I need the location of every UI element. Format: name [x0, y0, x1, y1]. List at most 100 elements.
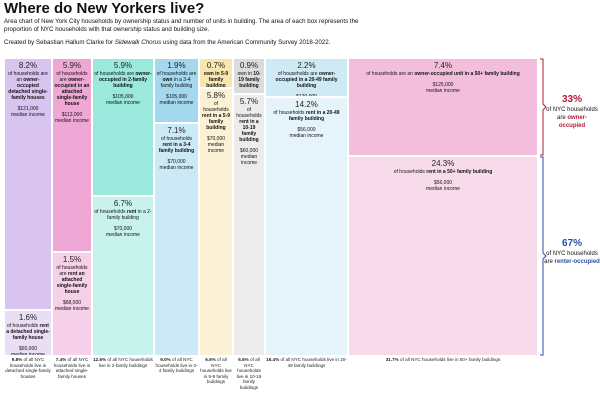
box-col6-renter-pct: 5.7%	[239, 97, 259, 106]
box-col1-owner: 8.2% of households are an owner-occupied …	[4, 58, 52, 310]
box-col4-owner-desc-pre: of households are	[156, 71, 197, 77]
box-col2-owner: 5.9% of households are owner-occupied in …	[52, 58, 92, 252]
box-col4-owner-income-value: $105,000	[166, 94, 187, 100]
box-col7-owner-pct: 2.2%	[297, 61, 316, 70]
box-col3-renter: 6.7% of households rent in a 2-family bui…	[92, 196, 154, 356]
box-col7-renter-description: of households rent in a 20-49 family bui…	[267, 110, 346, 122]
box-col8-renter-desc-strong: rent in a 50+ family building	[426, 169, 493, 175]
box-col6-renter-income: $60,000 median income	[235, 148, 263, 166]
footer-col8: 31.7% of all NYC households live in 50+ …	[349, 357, 537, 363]
footer-col3-pct: 12.6%	[93, 357, 107, 362]
box-col4-renter-income-value: $70,000	[167, 159, 186, 165]
box-col5-renter-label: 5.8% of households rent in a 5-9 family b…	[200, 89, 232, 154]
owner-summary-line2: are owner-occupied	[544, 114, 600, 130]
box-col3-owner-income-value: $105,000	[112, 94, 134, 100]
credit-prefix: Created by Sebastian Hallum Clarke for	[4, 39, 115, 46]
box-col8-owner-income: $125,000 median income	[350, 82, 536, 94]
box-col5-renter-pct: 5.8%	[206, 91, 226, 100]
box-col7-renter-pct: 14.2%	[295, 100, 318, 109]
box-col5-renter-description: of households rent in a 5-9 family build…	[201, 101, 231, 131]
box-col3-renter-description: of households rent in a 2-family buildin…	[94, 209, 152, 221]
box-col4-owner-description: of households are own in a 3-4 family bu…	[156, 71, 197, 89]
box-col3-owner-label: 5.9% of households are owner-occupied in …	[93, 59, 153, 106]
box-col2-renter-pct: 1.5%	[62, 255, 82, 264]
box-col3-renter-income-label: median income	[106, 232, 140, 238]
box-col7-renter-label: 14.2% of households rent in a 20-49 famil…	[266, 98, 347, 139]
box-col2-owner-description: of households are owner-occupied in an a…	[54, 71, 90, 107]
owner-summary-pct: 33%	[561, 94, 582, 105]
box-col8-renter-description: of households rent in a 50+ family build…	[350, 169, 536, 175]
owner-summary-strong: owner-occupied	[558, 115, 587, 129]
box-col4-owner-income: $105,000 median income	[156, 94, 197, 106]
box-col6-owner: 0.9% own in 10-19 family building	[233, 58, 265, 94]
box-col2-renter-desc-pre: of households are	[56, 265, 88, 277]
renter-summary-pct: 67%	[561, 238, 582, 249]
box-col7-renter-income-value: $56,000	[297, 127, 316, 133]
box-col4-renter-desc-strong: rent in a 3-4 family building	[158, 142, 195, 154]
footer-col6: 6.6% of all NYC households live in 10-19…	[234, 357, 264, 391]
box-col2-owner-desc-strong: owner-occupied in an attached single-fam…	[54, 77, 90, 107]
box-col1-renter-desc-strong: rent a detached single-family house	[6, 323, 50, 341]
box-col7-owner: 2.2% of households are owner-occupied in …	[265, 58, 348, 97]
box-col8-owner-income-label: median income	[426, 88, 460, 94]
box-col8-owner-desc-pre: of households are an	[366, 71, 415, 77]
footer-col8-text: of all NYC households live in 50+ family…	[398, 357, 501, 362]
box-col3-owner-pct: 5.9%	[113, 61, 133, 70]
footer-col5-pct: 6.6%	[205, 357, 216, 362]
box-col5-owner: 0.7% own in 5-9 family building	[199, 58, 233, 88]
box-col7-renter-desc-pre: of households	[273, 110, 306, 116]
box-col8-owner-income-value: $125,000	[432, 82, 454, 88]
box-col8-renter-desc-pre: of households	[393, 169, 427, 175]
chart-title: Where do New Yorkers live?	[4, 0, 205, 17]
box-col7-owner-description: of households are owner-occupied in a 20…	[267, 71, 346, 89]
box-col4-owner: 1.9% of households are own in a 3-4 famil…	[154, 58, 199, 123]
box-col2-renter: 1.5% of households are rent an attached s…	[52, 252, 92, 356]
box-col6-renter-desc-strong: rent in a 10-19 family building	[239, 119, 259, 143]
box-col1-renter-pct: 1.6%	[18, 313, 38, 322]
footer-col2-text: of all NYC households live in attached s…	[53, 357, 91, 379]
footer-col1-pct: 9.8%	[11, 357, 23, 362]
renter-summary-strong: renter-occupied	[554, 259, 600, 265]
box-col6-owner-description: own in 10-19 family building	[235, 71, 263, 89]
box-col6-renter-income-value: $60,000	[239, 148, 259, 154]
box-col2-renter-income-value: $68,000	[62, 300, 82, 306]
footer-col7: 16.4% of all NYC households live in 20-4…	[266, 357, 347, 368]
footer-col4-text: of all NYC households live in 3-4 family…	[155, 357, 198, 374]
box-col3-renter-desc-post: in a 2-family building	[107, 209, 152, 221]
box-col2-renter-income: $68,000 median income	[54, 300, 90, 312]
box-col3-renter-pct: 6.7%	[113, 199, 133, 208]
footer-col6-pct: 6.6%	[238, 357, 249, 362]
footer-col6-text: of all NYC households live in 10-19 fami…	[236, 357, 262, 390]
box-col5-renter: 5.8% of households rent in a 5-9 family b…	[199, 88, 233, 356]
box-col1-renter-income: $65,000 median income	[6, 346, 50, 356]
chart-subtitle: Area chart of New York City households b…	[4, 18, 359, 33]
box-col7-owner-label: 2.2% of households are owner-occupied in …	[266, 59, 347, 96]
box-col3-renter-label: 6.7% of households rent in a 2-family bui…	[93, 197, 153, 238]
box-col8-owner-description: of households are an owner-occupied unit…	[350, 71, 536, 77]
footer-col2-pct: 7.4%	[55, 357, 67, 362]
owner-summary-are: are	[556, 115, 568, 121]
box-col6-owner-desc-strong: 10-19 family building	[238, 71, 261, 89]
box-col3-renter-desc-strong: rent	[126, 209, 137, 215]
box-col1-renter-income-value: $65,000	[18, 346, 38, 352]
box-col1-renter-income-label: median income	[11, 352, 45, 356]
owner-brace	[540, 58, 547, 156]
box-col5-renter-income-label: median income	[207, 142, 225, 154]
box-col4-owner-pct: 1.9%	[167, 61, 186, 70]
box-col7-renter-income-label: median income	[289, 133, 324, 139]
box-col1-owner-income: $121,000 median income	[6, 106, 50, 118]
box-col3-renter-desc-pre: of households	[94, 209, 127, 215]
box-col1-renter-description: of households rent a detached single-fam…	[6, 323, 50, 341]
box-col8-owner-pct: 7.4%	[433, 61, 453, 70]
box-col1-renter: 1.6% of households rent a detached single…	[4, 310, 52, 356]
box-col3-renter-income-value: $70,000	[113, 226, 133, 232]
box-col4-renter-description: of households rent in a 3-4 family build…	[156, 136, 197, 154]
footer-col5: 6.6% of all NYC households live in 5-9 f…	[200, 357, 232, 385]
box-col1-owner-desc-pre: of households are an	[8, 71, 48, 83]
footer-col5-text: of all NYC households live in 5-9 family…	[200, 357, 232, 385]
box-col2-owner-label: 5.9% of households are owner-occupied in …	[53, 59, 91, 124]
box-col7-owner-desc-strong: owner-occupied in a 20-49 family buildin…	[275, 71, 338, 89]
box-col5-renter-desc-strong: rent in a 5-9 family building	[201, 113, 231, 131]
box-col1-owner-desc-strong: owner-occupied detached single-family ho…	[8, 77, 48, 101]
box-col8-owner-desc-strong: owner-occupied unit in a 50+ family buil…	[414, 71, 520, 77]
